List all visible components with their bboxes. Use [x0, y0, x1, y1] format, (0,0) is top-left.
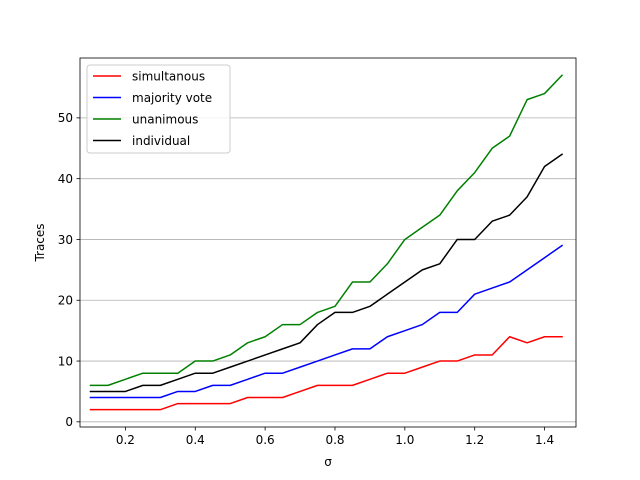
legend: simultanous majority vote unanimous individ…	[86, 64, 231, 154]
legend-label: simultanous	[132, 69, 205, 83]
series-line-simultanous	[89, 335, 563, 411]
x-tick-label: 0.2	[116, 433, 135, 447]
y-axis-ticks: 0 10 20 30 40 50	[58, 111, 80, 429]
x-axis-label: σ	[324, 455, 332, 469]
y-tick-label: 30	[58, 233, 73, 247]
x-tick-label: 0.4	[186, 433, 205, 447]
x-tick-label: 0.6	[256, 433, 275, 447]
y-tick-label: 50	[58, 111, 73, 125]
grid-lines	[80, 117, 576, 423]
series-line-individual	[89, 153, 564, 393]
y-tick-label: 40	[58, 172, 73, 186]
series-lines	[89, 74, 564, 411]
legend-label: majority vote	[132, 91, 212, 105]
x-axis-ticks: 0.2 0.4 0.6 0.8 1.0 1.2 1.4	[116, 427, 554, 447]
legend-label: unanimous	[132, 112, 198, 126]
x-tick-label: 1.2	[465, 433, 484, 447]
legend-label: individual	[132, 134, 190, 148]
y-tick-label: 10	[58, 354, 73, 368]
y-tick-label: 0	[65, 415, 73, 429]
legend-box	[86, 64, 231, 154]
x-tick-label: 0.8	[325, 433, 344, 447]
x-tick-label: 1.0	[395, 433, 414, 447]
y-tick-label: 20	[58, 294, 73, 308]
y-axis-label: Traces	[33, 223, 47, 262]
plot-frame	[79, 57, 577, 428]
series-line-majority-vote	[89, 244, 564, 399]
series-line-unanimous	[89, 74, 564, 387]
x-tick-label: 1.4	[535, 433, 554, 447]
